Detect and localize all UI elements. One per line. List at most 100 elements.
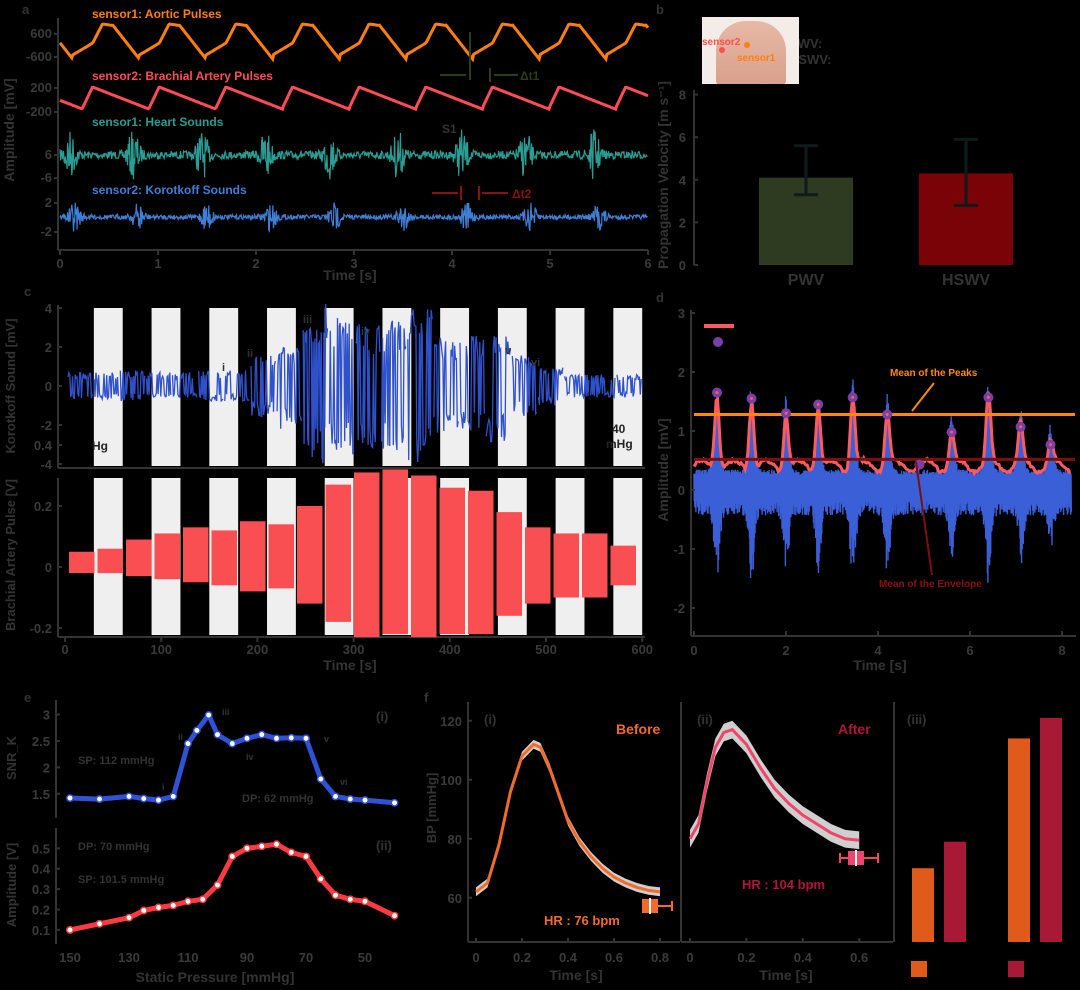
e-data-point: [184, 739, 192, 748]
panel-a-sensor-signals: 0 1 2 3 4 5 6 600 -600 200 -200 6 -6 2 -2 sensor1: Ao…: [1, 7, 652, 283]
f-iii-bar: [1008, 738, 1030, 942]
e-data-point: [213, 881, 222, 889]
d-ylabel: Amplitude [mV]: [655, 418, 671, 521]
svg-text:0.5: 0.5: [32, 841, 50, 856]
e-data-point: [139, 794, 148, 803]
svg-text:4: 4: [874, 643, 882, 658]
svg-text:1.5: 1.5: [32, 787, 50, 802]
e-data-point: [331, 792, 340, 801]
e-data-point: [302, 734, 310, 743]
f-iii-bar: [1040, 717, 1062, 942]
svg-text:0.2: 0.2: [513, 950, 531, 965]
e-annot-iv: iv: [246, 752, 254, 762]
b-label-hswv: HSWV: [942, 272, 990, 289]
e-ylabel-i: SNR_K: [4, 735, 19, 780]
panel-letter-f: f: [424, 690, 429, 705]
svg-text:-0.2: -0.2: [30, 621, 52, 636]
svg-text:-2: -2: [673, 601, 685, 616]
c-pressure-end-unit: mHg: [606, 437, 633, 451]
c-annot-i: i: [222, 362, 225, 374]
e-xlabel: Static Pressure [mmHg]: [136, 969, 295, 985]
svg-text:0: 0: [61, 642, 68, 657]
e-data-point: [390, 798, 399, 807]
a-xlabel: Time [s]: [323, 267, 376, 283]
e-annot-i: i: [162, 782, 165, 792]
e-data-point: [390, 911, 399, 920]
svg-text:60: 60: [448, 891, 462, 906]
e-subplot-ii-label: (ii): [376, 838, 392, 853]
d-xlabel: Time [s]: [853, 657, 906, 673]
e-data-point: [272, 734, 281, 743]
f-subplot-i-label: (i): [484, 712, 496, 727]
e-data-point: [184, 897, 192, 906]
svg-text:6: 6: [966, 643, 973, 658]
a-ylabel: Amplitude [mV]: [1, 78, 17, 181]
e-data-point: [243, 734, 251, 743]
panel-letter-d: d: [656, 290, 664, 305]
f-after-label: After: [838, 721, 871, 737]
f-subplot-ii-label: (ii): [697, 712, 713, 727]
c-annot-iii: iii: [303, 314, 312, 326]
c-ylabel-top: Korotkoff Sound [mV]: [3, 318, 18, 453]
svg-text:80: 80: [448, 832, 462, 847]
f-legend-before-swatch: [911, 961, 927, 977]
svg-text:130: 130: [118, 950, 140, 965]
svg-text:2: 2: [782, 643, 789, 658]
c-shaded-band-top: [497, 308, 527, 466]
svg-text:-4: -4: [40, 457, 52, 472]
e-data-point: [66, 794, 74, 802]
svg-text:5: 5: [546, 256, 553, 271]
e-dp-label-i: DP: 62 mmHg: [242, 793, 314, 805]
svg-text:-2: -2: [40, 418, 52, 433]
e-data-point: [192, 726, 201, 735]
c-shaded-band-top: [209, 308, 239, 466]
e-data-point: [228, 852, 237, 861]
c-xlabel: Time [s]: [323, 657, 376, 673]
b-label-pwv: PWV: [788, 272, 825, 289]
svg-text:120: 120: [440, 714, 462, 729]
e-sp-label-i: SP: 112 mmHg: [78, 755, 154, 767]
svg-text:-6: -6: [40, 170, 52, 185]
svg-text:1: 1: [678, 424, 685, 439]
d-label-mean-envelope: Mean of the Envelope: [879, 579, 982, 590]
svg-text:0.3: 0.3: [32, 882, 50, 897]
panel-e-pressure-sweep: 3 2.5 2 1.5 0.5 0.4 0.3 0.2 0.1 150 130 110 90 70 50 (…: [4, 700, 399, 985]
c-ylabel-bottom: Brachial Artery Pulse [V]: [3, 479, 18, 631]
svg-text:600: 600: [30, 26, 52, 41]
svg-text:90: 90: [240, 950, 254, 965]
e-data-point: [66, 925, 74, 934]
e-annot-vi: vi: [340, 777, 348, 787]
svg-text:70: 70: [299, 950, 313, 965]
svg-text:0.4: 0.4: [794, 950, 813, 965]
e-data-point: [228, 739, 237, 748]
svg-text:0: 0: [472, 950, 479, 965]
svg-text:1: 1: [154, 256, 161, 271]
e-data-point: [346, 895, 355, 904]
f-mean-waveform: [475, 742, 661, 894]
e-data-point: [204, 711, 213, 720]
b-ylabel: Propagation Velocity [m s⁻¹]: [655, 81, 671, 269]
svg-text:6: 6: [644, 256, 651, 271]
c-annot-ii: ii: [247, 348, 253, 360]
svg-text:0.8: 0.8: [651, 950, 669, 965]
e-data-point: [287, 848, 296, 857]
svg-text:0.2: 0.2: [34, 499, 52, 514]
c-pressure-start-label: Hg: [92, 439, 108, 453]
e-data-point: [287, 733, 296, 742]
svg-text:100: 100: [150, 642, 172, 657]
dt2-label: Δt2: [512, 187, 532, 201]
series-label-heart-sounds: sensor1: Heart Sounds: [92, 115, 224, 129]
series-label-aortic-pulses: sensor1: Aortic Pulses: [92, 7, 222, 21]
svg-text:2: 2: [252, 256, 259, 271]
svg-text:0.4: 0.4: [559, 950, 578, 965]
series-label-brachial-pulses: sensor2: Brachial Artery Pulses: [92, 69, 273, 83]
svg-text:0: 0: [690, 643, 697, 658]
f-xlabel-i: Time [s]: [549, 967, 602, 983]
svg-text:2: 2: [43, 760, 50, 775]
e-data-point: [243, 844, 251, 853]
inset-sensor2-label: sensor2: [702, 37, 741, 48]
svg-text:2: 2: [45, 195, 52, 210]
svg-text:4: 4: [45, 301, 53, 316]
